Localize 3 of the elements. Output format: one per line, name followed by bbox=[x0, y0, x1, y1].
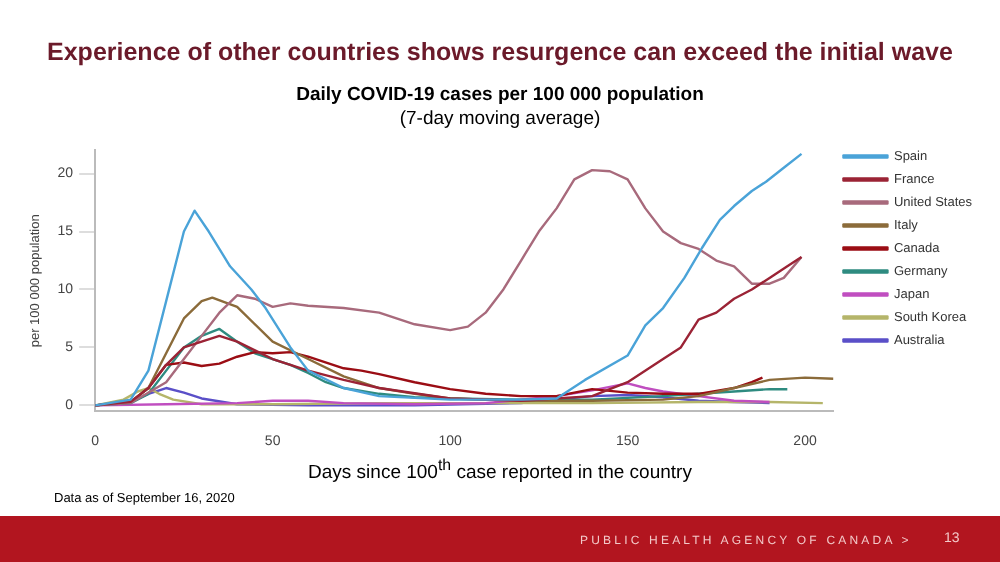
x-axis-title: Days since 100$^{th}$ case reported in the country bbox=[306, 456, 694, 485]
chart-subtitle: Daily COVID-19 cases per 100 000 population (7-day moving average) bbox=[294, 84, 706, 132]
chart-title: Experience of other countries shows resurgence can exceed the initial wave bbox=[45, 38, 955, 66]
